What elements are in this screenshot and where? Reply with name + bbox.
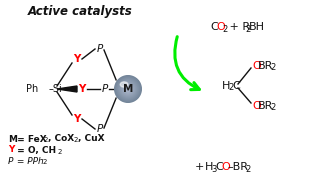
Circle shape <box>117 78 139 100</box>
Circle shape <box>119 80 137 98</box>
Circle shape <box>118 79 137 99</box>
Text: P: P <box>97 44 103 54</box>
Text: 2: 2 <box>270 104 275 112</box>
Circle shape <box>122 83 134 95</box>
Circle shape <box>118 79 138 99</box>
Circle shape <box>120 81 136 97</box>
Text: 2: 2 <box>222 25 227 33</box>
Text: , CuX: , CuX <box>78 135 105 143</box>
Text: 2: 2 <box>228 84 233 92</box>
Text: Y: Y <box>8 146 14 154</box>
Text: , CoX: , CoX <box>48 135 74 143</box>
Text: O: O <box>252 61 261 71</box>
Circle shape <box>117 78 139 100</box>
Text: –BR: –BR <box>227 162 248 172</box>
Text: O: O <box>216 22 225 32</box>
Text: 2: 2 <box>43 160 47 166</box>
Text: 3: 3 <box>211 164 216 174</box>
Text: BR: BR <box>258 101 273 111</box>
Text: Y: Y <box>73 114 81 124</box>
Text: P: P <box>8 156 13 166</box>
Text: 2: 2 <box>58 149 62 154</box>
Text: 2: 2 <box>44 138 48 143</box>
Circle shape <box>114 75 142 103</box>
Circle shape <box>127 88 129 90</box>
Circle shape <box>119 81 136 98</box>
Text: Active catalysts: Active catalysts <box>28 5 133 18</box>
Text: = FeX: = FeX <box>14 135 47 143</box>
Text: P: P <box>97 124 103 134</box>
Text: Y: Y <box>78 84 86 94</box>
Circle shape <box>123 84 133 94</box>
Circle shape <box>121 82 135 96</box>
Circle shape <box>115 76 141 102</box>
Text: 2: 2 <box>245 164 250 174</box>
Circle shape <box>125 86 131 92</box>
Circle shape <box>123 84 133 94</box>
Text: –Si: –Si <box>49 84 63 94</box>
Text: Ph: Ph <box>26 84 38 94</box>
Text: M: M <box>123 84 133 94</box>
Text: + R: + R <box>226 22 250 32</box>
Text: BR: BR <box>258 61 273 71</box>
Text: BH: BH <box>249 22 265 32</box>
Polygon shape <box>57 86 77 92</box>
Text: M: M <box>8 135 17 143</box>
Text: C: C <box>210 22 218 32</box>
Text: O: O <box>221 162 230 172</box>
Text: C: C <box>215 162 223 172</box>
Circle shape <box>125 86 132 92</box>
Text: Y: Y <box>73 54 81 64</box>
Text: O: O <box>252 101 261 111</box>
Text: +: + <box>195 162 204 172</box>
Circle shape <box>126 87 130 91</box>
Text: H: H <box>222 81 230 91</box>
Text: 2: 2 <box>245 25 250 33</box>
Circle shape <box>116 77 140 101</box>
Text: P: P <box>102 84 108 94</box>
Ellipse shape <box>120 82 128 87</box>
Circle shape <box>126 87 130 91</box>
Text: H: H <box>205 162 214 172</box>
Circle shape <box>127 88 129 90</box>
Text: = PPh: = PPh <box>14 156 44 166</box>
Circle shape <box>121 82 135 96</box>
Text: 2: 2 <box>74 138 78 143</box>
Text: = O, CH: = O, CH <box>14 146 56 154</box>
Text: 2: 2 <box>270 64 275 73</box>
Circle shape <box>122 83 134 95</box>
Circle shape <box>114 76 141 102</box>
Circle shape <box>124 85 132 93</box>
Circle shape <box>116 77 140 101</box>
Text: C: C <box>232 81 240 91</box>
